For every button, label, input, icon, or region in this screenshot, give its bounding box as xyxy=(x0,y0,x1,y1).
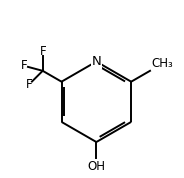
Text: F: F xyxy=(21,59,28,72)
Text: N: N xyxy=(91,55,101,68)
Text: OH: OH xyxy=(87,161,105,174)
Text: CH₃: CH₃ xyxy=(151,57,173,70)
Text: F: F xyxy=(26,78,33,91)
Text: F: F xyxy=(39,45,46,58)
